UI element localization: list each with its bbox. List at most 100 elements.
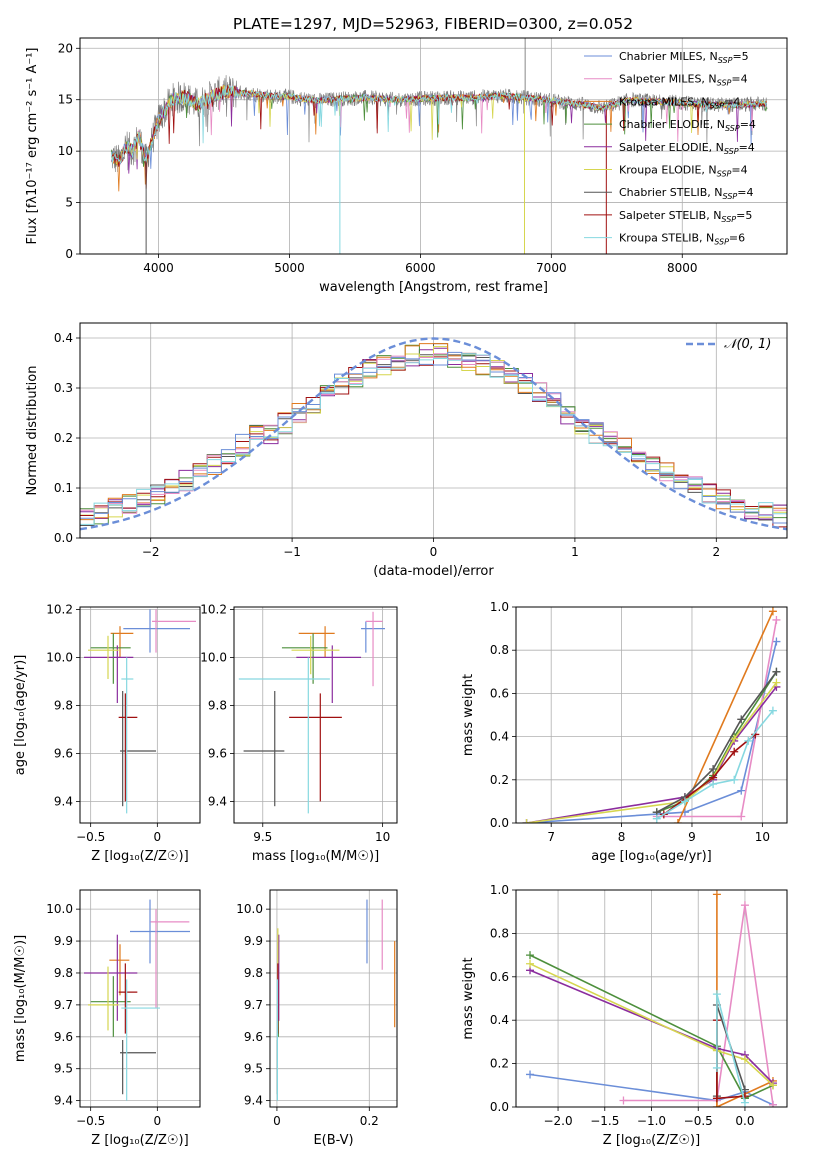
age-vs-Z-xlabel: Z [log₁₀(Z/Z☉)] xyxy=(91,849,188,864)
mass-vs-Z-point-2 xyxy=(109,944,130,996)
weight-vs-age-ytick-label: 0.6 xyxy=(490,686,509,700)
spectrum-legend-entry: Chabrier ELODIE, NSSP=4 xyxy=(619,118,756,133)
weight-vs-Z-marker xyxy=(768,1081,777,1090)
mass-vs-Z-ytick-label: 10.0 xyxy=(46,902,73,916)
mass-vs-Z-point-7 xyxy=(118,963,138,1034)
mass-vs-Z-ytick-label: 9.9 xyxy=(54,934,73,948)
legend-text: Chabrier MILES, N xyxy=(619,50,718,63)
weight-vs-Z-xtick-label: −1.5 xyxy=(590,1114,619,1128)
age-vs-Z-point-3 xyxy=(90,633,131,684)
weight-vs-Z-ytick-label: 0.6 xyxy=(490,970,509,984)
weight-vs-Z-marker xyxy=(526,1070,535,1079)
weight-vs-age-marker xyxy=(772,637,781,646)
residuals-ytick-label: 0.3 xyxy=(54,381,73,395)
spectrum-legend-entry: Chabrier STELIB, NSSP=4 xyxy=(619,186,753,201)
weight-vs-age-ytick-label: 0.0 xyxy=(490,816,509,830)
weight-vs-age-marker xyxy=(772,667,781,676)
normal-reference-curve xyxy=(80,337,787,531)
spectrum-xtick-label: 8000 xyxy=(667,261,698,275)
legend-subscript: SSP xyxy=(724,147,739,156)
weight-vs-Z-marker xyxy=(526,959,535,968)
residuals-frame xyxy=(79,322,788,539)
mass-vs-ebv-frame xyxy=(269,889,398,1108)
weight-vs-Z-series-5 xyxy=(529,963,774,1086)
legend-suffix: =4 xyxy=(739,141,755,154)
legend-subscript: SSP xyxy=(714,238,729,247)
weight-vs-Z-marker xyxy=(768,1100,777,1107)
weight-vs-age-ylabel: mass weight xyxy=(461,674,476,756)
weight-vs-age-marker xyxy=(737,715,746,724)
weight-vs-age-marker xyxy=(652,814,661,823)
weight-vs-age-ytick-label: 1.0 xyxy=(490,600,509,614)
legend-subscript: SSP xyxy=(721,215,736,224)
age-vs-mass-point-7 xyxy=(289,693,342,802)
age-vs-mass-point-2 xyxy=(298,626,335,658)
age-vs-mass-point-6 xyxy=(243,691,285,807)
mass-vs-Z-ytick-label: 9.5 xyxy=(54,1062,73,1076)
weight-vs-age-marker xyxy=(737,812,746,821)
residual-hist-8 xyxy=(80,353,787,525)
legend-subscript: SSP xyxy=(718,56,733,65)
weight-vs-age-xtick-label: 10 xyxy=(755,830,770,844)
legend-text: Kroupa ELODIE, N xyxy=(619,164,717,177)
weight-vs-Z-xtick-label: 0.0 xyxy=(735,1114,754,1128)
legend-suffix: =4 xyxy=(737,186,753,199)
mass-vs-ebv-ytick-label: 10.0 xyxy=(236,902,263,916)
residuals-ytick-label: 0.4 xyxy=(54,331,73,345)
mass-vs-ebv-xlabel: E(B-V) xyxy=(313,1133,353,1148)
weight-vs-Z-ytick-label: 0.8 xyxy=(490,926,509,940)
spectrum-ytick-label: 15 xyxy=(58,93,73,107)
mass-vs-ebv-ytick-label: 9.9 xyxy=(244,934,263,948)
age-vs-Z-xtick-label: −0.5 xyxy=(76,830,105,844)
mass-vs-ebv-ytick-label: 9.4 xyxy=(244,1094,263,1108)
age-vs-Z-ytick-label: 9.4 xyxy=(54,794,73,808)
legend-text: Salpeter ELODIE, N xyxy=(619,141,724,154)
weight-vs-age-marker xyxy=(744,736,753,745)
mass-vs-Z-xtick-label: −0.5 xyxy=(76,1114,105,1128)
age-vs-Z-xtick-label: 0 xyxy=(154,830,162,844)
weight-vs-age-marker xyxy=(730,734,739,743)
weight-vs-Z-ytick-label: 0.0 xyxy=(490,1100,509,1114)
mass-vs-Z-point-8 xyxy=(121,979,160,1101)
mass-vs-ebv-plot-area xyxy=(276,899,396,1101)
weight-vs-age-marker xyxy=(772,678,781,687)
weight-vs-age-marker xyxy=(730,747,739,756)
age-vs-mass-point-4 xyxy=(296,645,362,703)
weight-vs-age-frame xyxy=(515,606,788,824)
legend-subscript: SSP xyxy=(709,101,724,110)
spectrum-xtick-label: 4000 xyxy=(143,261,174,275)
weight-vs-age-marker xyxy=(768,607,777,616)
legend-suffix: =4 xyxy=(724,95,740,108)
mass-vs-ebv-ytick-label: 9.5 xyxy=(244,1062,263,1076)
weight-vs-age-xtick-label: 9 xyxy=(688,830,696,844)
age-vs-mass-point-3 xyxy=(281,633,328,684)
age-vs-mass-xlabel: mass [log₁₀(M/M☉)] xyxy=(252,849,379,864)
legend-suffix: =5 xyxy=(736,209,752,222)
weight-vs-age-plot-area xyxy=(522,607,781,823)
age-vs-Z-ytick-label: 10.0 xyxy=(46,650,73,664)
weight-vs-Z-marker xyxy=(712,890,721,899)
age-vs-Z-plot-area xyxy=(84,609,196,814)
mass-vs-Z-plot-area xyxy=(84,899,190,1101)
spectrum-legend-entry: Salpeter MILES, NSSP=4 xyxy=(619,73,748,88)
spectrum-legend-entry: Chabrier MILES, NSSP=5 xyxy=(619,50,749,65)
age-vs-Z-point-2 xyxy=(110,626,134,658)
panel-age-vs-Z: −0.5 0 9.4 9.6 9.8 10.0 10.2 Z [log₁₀(Z/Z☉)] age… xyxy=(13,602,201,864)
mass-vs-Z-ylabel: mass [log₁₀(M/M☉)] xyxy=(13,935,28,1062)
weight-vs-Z-marker xyxy=(740,1055,749,1064)
mass-vs-ebv-ytick-label: 9.6 xyxy=(244,1030,263,1044)
legend-text: Salpeter MILES, N xyxy=(619,73,717,86)
mass-vs-ebv-ytick-label: 9.7 xyxy=(244,998,263,1012)
residuals-ytick-label: 0.2 xyxy=(54,431,73,445)
weight-vs-Z-plot-area xyxy=(526,890,777,1107)
mass-vs-Z-point-4 xyxy=(84,934,138,1021)
legend-subscript: SSP xyxy=(723,192,738,201)
residuals-ytick-label: 0.0 xyxy=(54,531,73,545)
residuals-xtick-label: 1 xyxy=(571,545,579,559)
weight-vs-Z-marker xyxy=(619,1096,628,1105)
age-vs-mass-ytick-label: 9.6 xyxy=(208,746,227,760)
spectrum-legend-entry: Kroupa STELIB, NSSP=6 xyxy=(619,232,745,247)
age-vs-mass-ytick-label: 9.8 xyxy=(208,698,227,712)
age-vs-Z-point-4 xyxy=(84,645,134,703)
spectrum-ytick-label: 0 xyxy=(65,247,73,261)
